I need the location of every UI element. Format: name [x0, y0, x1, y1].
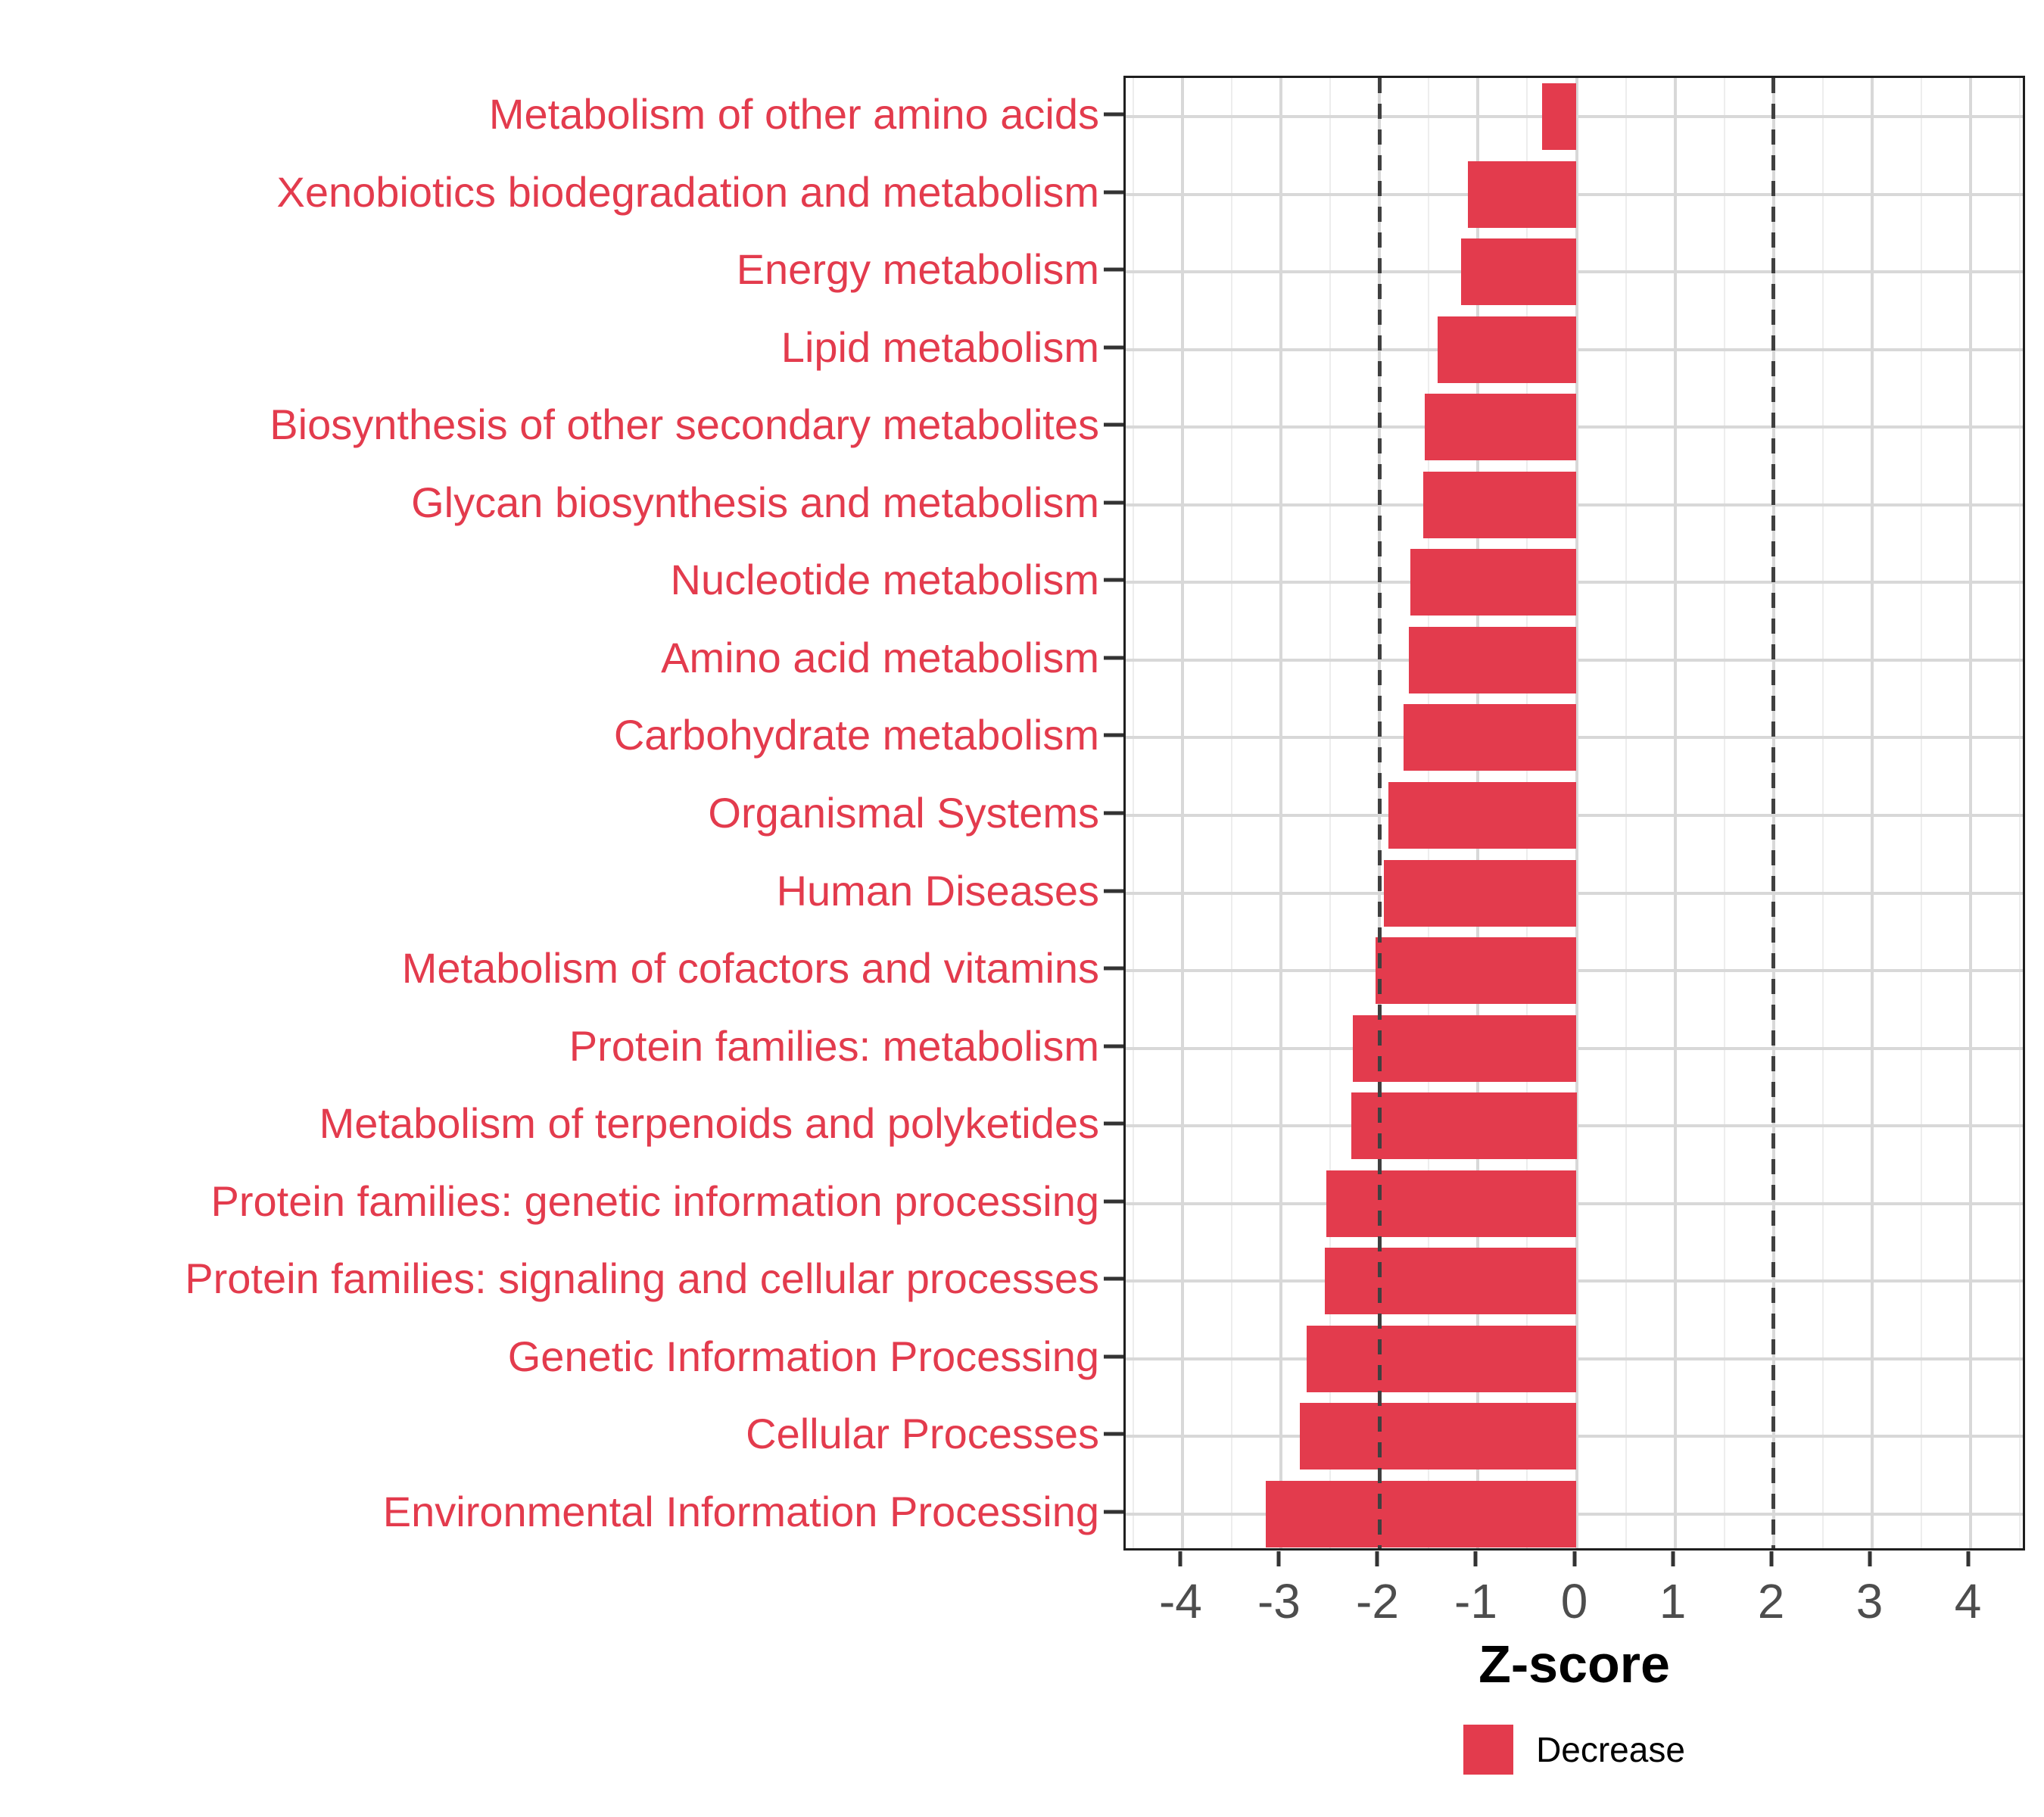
category-tick: [1104, 578, 1123, 582]
x-tick: [1966, 1551, 1971, 1566]
bar: [1541, 83, 1577, 151]
bar: [1461, 238, 1577, 306]
bar: [1410, 549, 1577, 616]
category-tick: [1104, 1121, 1123, 1126]
category-tick: [1104, 811, 1123, 815]
category-label: Nucleotide metabolism: [670, 556, 1099, 604]
category-tick: [1104, 345, 1123, 350]
category-tick: [1104, 1276, 1123, 1281]
category-label: Carbohydrate metabolism: [613, 711, 1099, 759]
grid-major-line: [1673, 78, 1677, 1548]
category-label: Lipid metabolism: [781, 323, 1099, 371]
x-tick-label: 4: [1954, 1574, 1982, 1628]
bar: [1422, 471, 1577, 538]
category-tick: [1104, 1044, 1123, 1049]
category-label: Organismal Systems: [708, 789, 1099, 837]
x-tick-label: -3: [1257, 1574, 1301, 1628]
chart-panel: [1123, 76, 2025, 1551]
category-label: Environmental Information Processing: [382, 1487, 1099, 1535]
category-label: Glycan biosynthesis and metabolism: [411, 478, 1099, 526]
bar: [1388, 782, 1577, 849]
grid-major-line: [1575, 78, 1578, 1548]
grid-major-line: [1968, 78, 1972, 1548]
legend-swatch: [1463, 1725, 1514, 1775]
bar: [1353, 1014, 1577, 1082]
category-label: Genetic Information Processing: [507, 1332, 1099, 1380]
grid-minor-line: [1133, 78, 1135, 1548]
x-tick: [1178, 1551, 1182, 1566]
category-tick: [1104, 500, 1123, 505]
bar: [1307, 1325, 1577, 1392]
legend: Decrease: [1123, 1725, 2025, 1775]
category-tick: [1104, 1199, 1123, 1204]
x-tick-label: -1: [1454, 1574, 1497, 1628]
grid-minor-line: [1625, 78, 1627, 1548]
x-tick-label: -2: [1356, 1574, 1399, 1628]
x-tick: [1671, 1551, 1675, 1566]
category-tick: [1104, 889, 1123, 893]
x-tick: [1769, 1551, 1774, 1566]
reference-line: [1377, 78, 1382, 1548]
x-tick-label: -4: [1158, 1574, 1202, 1628]
category-tick: [1104, 966, 1123, 971]
x-tick: [1276, 1551, 1281, 1566]
x-tick: [1473, 1551, 1478, 1566]
grid-major-line: [1181, 78, 1185, 1548]
legend-label: Decrease: [1536, 1730, 1685, 1769]
category-tick: [1104, 656, 1123, 660]
reference-line: [1771, 78, 1776, 1548]
grid-minor-line: [1329, 78, 1332, 1548]
bar: [1409, 626, 1577, 693]
category-label: Protein families: genetic information pr…: [210, 1177, 1099, 1225]
category-label: Human Diseases: [776, 866, 1099, 915]
grid-minor-line: [1821, 78, 1824, 1548]
grid-minor-line: [2018, 78, 2021, 1548]
bar: [1438, 316, 1577, 383]
category-tick: [1104, 1510, 1123, 1514]
bar: [1425, 394, 1577, 461]
grid-major-line: [1870, 78, 1874, 1548]
category-tick: [1104, 1354, 1123, 1359]
x-tick: [1868, 1551, 1872, 1566]
category-tick: [1104, 190, 1123, 195]
category-label: Protein families: signaling and cellular…: [185, 1254, 1099, 1303]
x-tick-label: 3: [1855, 1574, 1884, 1628]
category-label: Energy metabolism: [736, 245, 1099, 294]
x-tick-label: 1: [1659, 1574, 1687, 1628]
bar: [1376, 937, 1577, 1005]
bar: [1403, 704, 1577, 771]
x-axis-title: Z-score: [1478, 1635, 1670, 1694]
category-label: Biosynthesis of other secondary metaboli…: [270, 400, 1099, 449]
category-label: Metabolism of other amino acids: [488, 90, 1099, 139]
grid-minor-line: [1231, 78, 1233, 1548]
bar: [1300, 1403, 1577, 1470]
bar: [1326, 1170, 1577, 1237]
x-tick-label: 0: [1560, 1574, 1588, 1628]
category-tick: [1104, 112, 1123, 117]
category-label: Protein families: metabolism: [569, 1021, 1099, 1070]
grid-minor-line: [1723, 78, 1725, 1548]
category-label: Metabolism of cofactors and vitamins: [401, 944, 1099, 993]
category-tick: [1104, 733, 1123, 737]
bar: [1351, 1092, 1577, 1160]
bar: [1265, 1480, 1577, 1547]
bar: [1324, 1248, 1577, 1315]
grid-minor-line: [1920, 78, 1922, 1548]
category-tick: [1104, 1432, 1123, 1436]
x-tick: [1375, 1551, 1379, 1566]
category-tick: [1104, 267, 1123, 272]
x-tick-label: 2: [1757, 1574, 1785, 1628]
grid-major-line: [1279, 78, 1283, 1548]
category-label: Cellular Processes: [746, 1410, 1099, 1458]
category-label: Metabolism of terpenoids and polyketides: [319, 1099, 1099, 1148]
x-tick: [1572, 1551, 1576, 1566]
category-tick: [1104, 422, 1123, 427]
category-label: Xenobiotics biodegradation and metabolis…: [276, 167, 1099, 216]
category-label: Amino acid metabolism: [661, 633, 1099, 681]
bar: [1468, 161, 1577, 228]
bar: [1383, 859, 1577, 927]
